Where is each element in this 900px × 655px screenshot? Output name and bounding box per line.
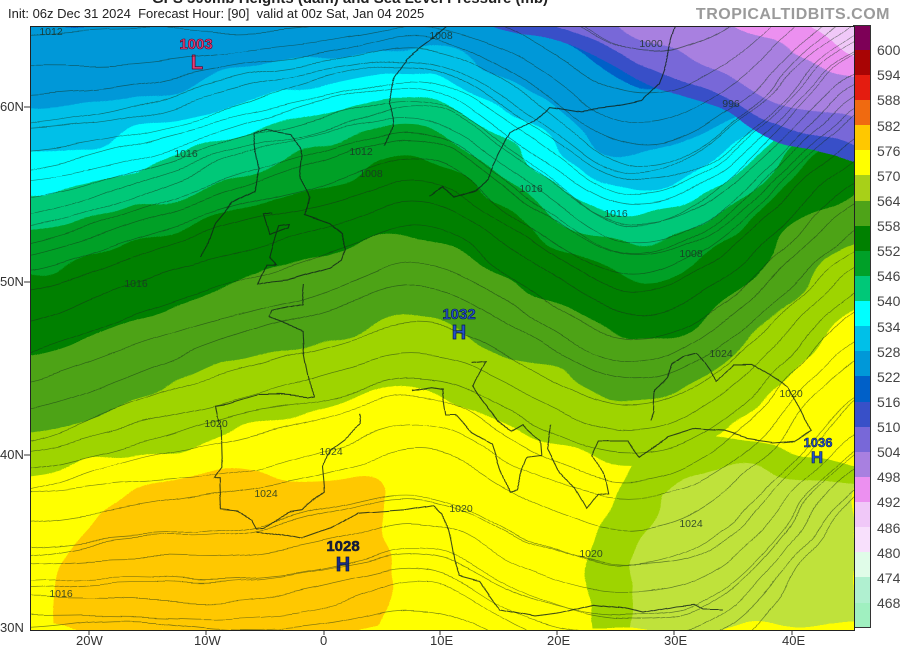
svg-text:1016: 1016 — [604, 208, 628, 220]
svg-text:1000: 1000 — [639, 38, 663, 50]
svg-text:1024: 1024 — [254, 488, 278, 500]
svg-text:H: H — [811, 448, 823, 467]
svg-text:996: 996 — [722, 98, 740, 110]
svg-text:1008: 1008 — [429, 30, 453, 42]
svg-text:1032: 1032 — [442, 306, 475, 323]
svg-text:1020: 1020 — [579, 548, 603, 560]
svg-text:1024: 1024 — [709, 348, 733, 360]
svg-text:H: H — [452, 322, 466, 344]
svg-text:1012: 1012 — [349, 146, 373, 158]
svg-text:1008: 1008 — [679, 248, 703, 260]
svg-text:1008: 1008 — [359, 168, 383, 180]
svg-text:1003: 1003 — [179, 36, 212, 53]
svg-text:1024: 1024 — [679, 518, 703, 530]
svg-text:1016: 1016 — [49, 588, 73, 600]
svg-text:L: L — [191, 52, 203, 74]
